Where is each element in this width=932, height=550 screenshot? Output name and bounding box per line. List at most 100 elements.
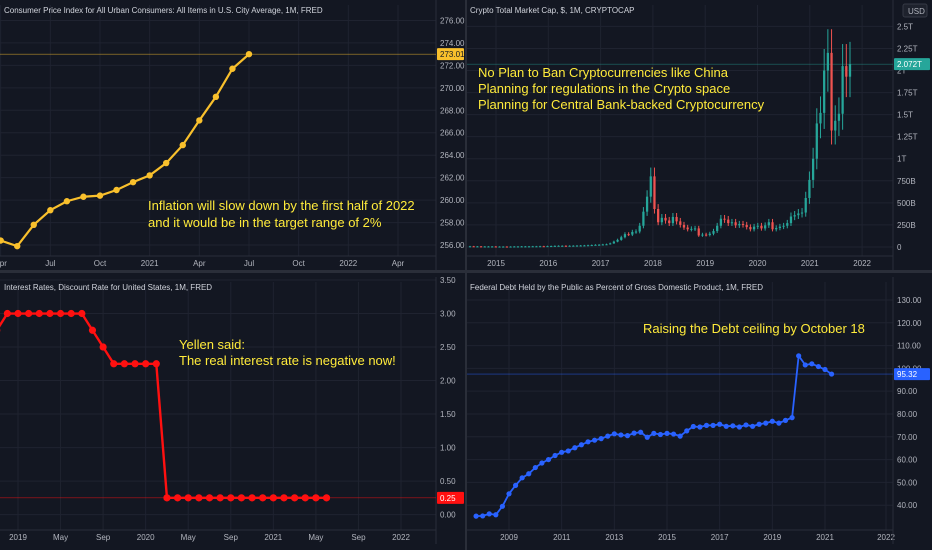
rates-data-point: [35, 309, 43, 318]
debt-x-tick-label: 2017: [711, 533, 729, 542]
crypto-x-tick-label: 2018: [644, 259, 662, 268]
crypto-candle-body: [741, 224, 745, 226]
crypto-candle-body: [479, 246, 483, 248]
debt-y-tick-label: 80.00: [897, 410, 918, 419]
rates-data-point: [25, 309, 33, 318]
crypto-annotation-line-3: Planning for Central Bank-backed Cryptoc…: [478, 97, 765, 112]
rates-grid: [0, 279, 436, 530]
rates-annotation-line-2: The real interest rate is negative now!: [179, 353, 396, 368]
rates-y-tick-label: 3.50: [440, 276, 456, 285]
cpi-y-tick-label: 264.00: [440, 151, 465, 160]
crypto-annotation-line-1: No Plan to Ban Cryptocurrencies like Chi…: [478, 65, 729, 80]
debt-last-value-tag-box: [894, 368, 930, 381]
rates-data-point: [3, 309, 11, 318]
rates-y-tick-label: 3.00: [440, 310, 456, 319]
cpi-data-point: [14, 242, 21, 250]
cpi-data-point: [113, 186, 120, 194]
crypto-x-tick-label: 2017: [592, 259, 610, 268]
crypto-candle-body: [557, 245, 560, 247]
cpi-data-point: [229, 65, 236, 72]
debt-data-point: [763, 420, 769, 426]
debt-data-point: [631, 430, 637, 436]
crypto-candle-body: [653, 176, 656, 210]
debt-data-point: [776, 420, 782, 426]
crypto-candle-body: [712, 231, 715, 234]
debt-x-tick-label: 2015: [658, 533, 676, 542]
rates-data-point: [248, 494, 256, 502]
currency-badge-box[interactable]: [902, 3, 928, 18]
crypto-candle-body: [583, 245, 586, 247]
panel-crypto[interactable]: Crypto Total Market Cap, $, 1M, CRYPTOCA…: [466, 0, 930, 270]
debt-data-point: [598, 436, 604, 442]
crypto-candle-body: [649, 176, 652, 197]
rates-data-point: [312, 494, 320, 502]
debt-x-tick-label: 2022: [877, 533, 895, 542]
rates-data-point: [78, 309, 86, 318]
rates-data-point: [131, 360, 139, 368]
debt-data-point: [493, 512, 499, 518]
debt-data-point: [480, 513, 486, 519]
crypto-annotation: No Plan to Ban Cryptocurrencies like Chi…: [478, 65, 765, 112]
rates-data-point: [227, 494, 235, 502]
debt-data-point: [670, 431, 677, 437]
crypto-candle-body: [727, 219, 730, 224]
debt-y-tick-label: 90.00: [897, 387, 918, 396]
debt-data-point: [815, 363, 822, 370]
rates-data-point: [110, 360, 118, 368]
cpi-data-point: [63, 198, 71, 205]
panel-rates[interactable]: Interest Rates, Discount Rate for United…: [0, 276, 464, 544]
debt-data-point: [486, 511, 492, 517]
cpi-x-tick-label: Oct: [292, 259, 305, 268]
crypto-candle-body: [734, 222, 737, 226]
rates-x-tick-label: May: [53, 533, 68, 542]
crypto-candle-body: [800, 212, 804, 214]
cpi-data-point: [96, 192, 104, 199]
crypto-candle-body: [708, 233, 711, 236]
debt-x-tick-label: 2009: [500, 533, 518, 542]
rates-data-point: [152, 360, 160, 368]
debt-data-point: [657, 431, 664, 438]
rates-data-point: [301, 494, 309, 502]
debt-y-tick-label: 50.00: [897, 478, 918, 487]
debt-data-point: [651, 430, 657, 436]
debt-data-point: [565, 448, 571, 454]
debt-data-point: [618, 432, 624, 438]
cpi-y-tick-label: 266.00: [440, 129, 465, 138]
crypto-candle-body: [572, 245, 575, 247]
rates-x-tick-label: May: [308, 533, 323, 542]
crypto-candle-body: [804, 197, 807, 213]
crypto-candle-body: [509, 246, 512, 248]
debt-data-point: [690, 423, 696, 430]
cpi-y-tick-label: 272.00: [440, 61, 465, 70]
cpi-data-point: [196, 117, 203, 124]
debt-y-tick-label: 110.00: [897, 342, 921, 351]
rates-y-tick-label: 0.50: [440, 477, 456, 486]
cpi-data-point: [47, 207, 54, 214]
rates-data-point: [280, 494, 288, 502]
crypto-candle-body: [671, 216, 675, 224]
rates-data-point: [216, 494, 224, 502]
crypto-candle-body: [660, 217, 663, 223]
cpi-last-value-tag: 273.01: [437, 48, 465, 61]
crypto-candle-body: [808, 179, 811, 198]
rates-data-point: [205, 494, 214, 502]
debt-y-tick-label: 40.00: [897, 501, 918, 510]
cpi-data-point: [146, 172, 153, 179]
currency-badge[interactable]: USD: [902, 3, 928, 18]
crypto-x-tick-label: 2019: [696, 259, 714, 268]
crypto-candle-body: [616, 239, 619, 242]
rates-x-tick-label: May: [181, 533, 196, 542]
vertical-divider[interactable]: [465, 0, 467, 550]
debt-data-point: [828, 371, 835, 377]
crypto-candle-body: [472, 246, 475, 248]
crypto-candle-body: [476, 246, 479, 248]
debt-data-point: [644, 434, 650, 440]
crypto-candle-body: [679, 221, 682, 225]
cpi-last-value-tag-label: 273.01: [440, 50, 465, 59]
panel-debt[interactable]: Federal Debt Held by the Public as Perce…: [466, 277, 930, 544]
debt-data-point: [789, 415, 795, 421]
crypto-y-tick-label: 250B: [897, 221, 916, 230]
panel-cpi[interactable]: Consumer Price Index for All Urban Consu…: [0, 0, 465, 270]
rates-data-point: [237, 494, 246, 502]
